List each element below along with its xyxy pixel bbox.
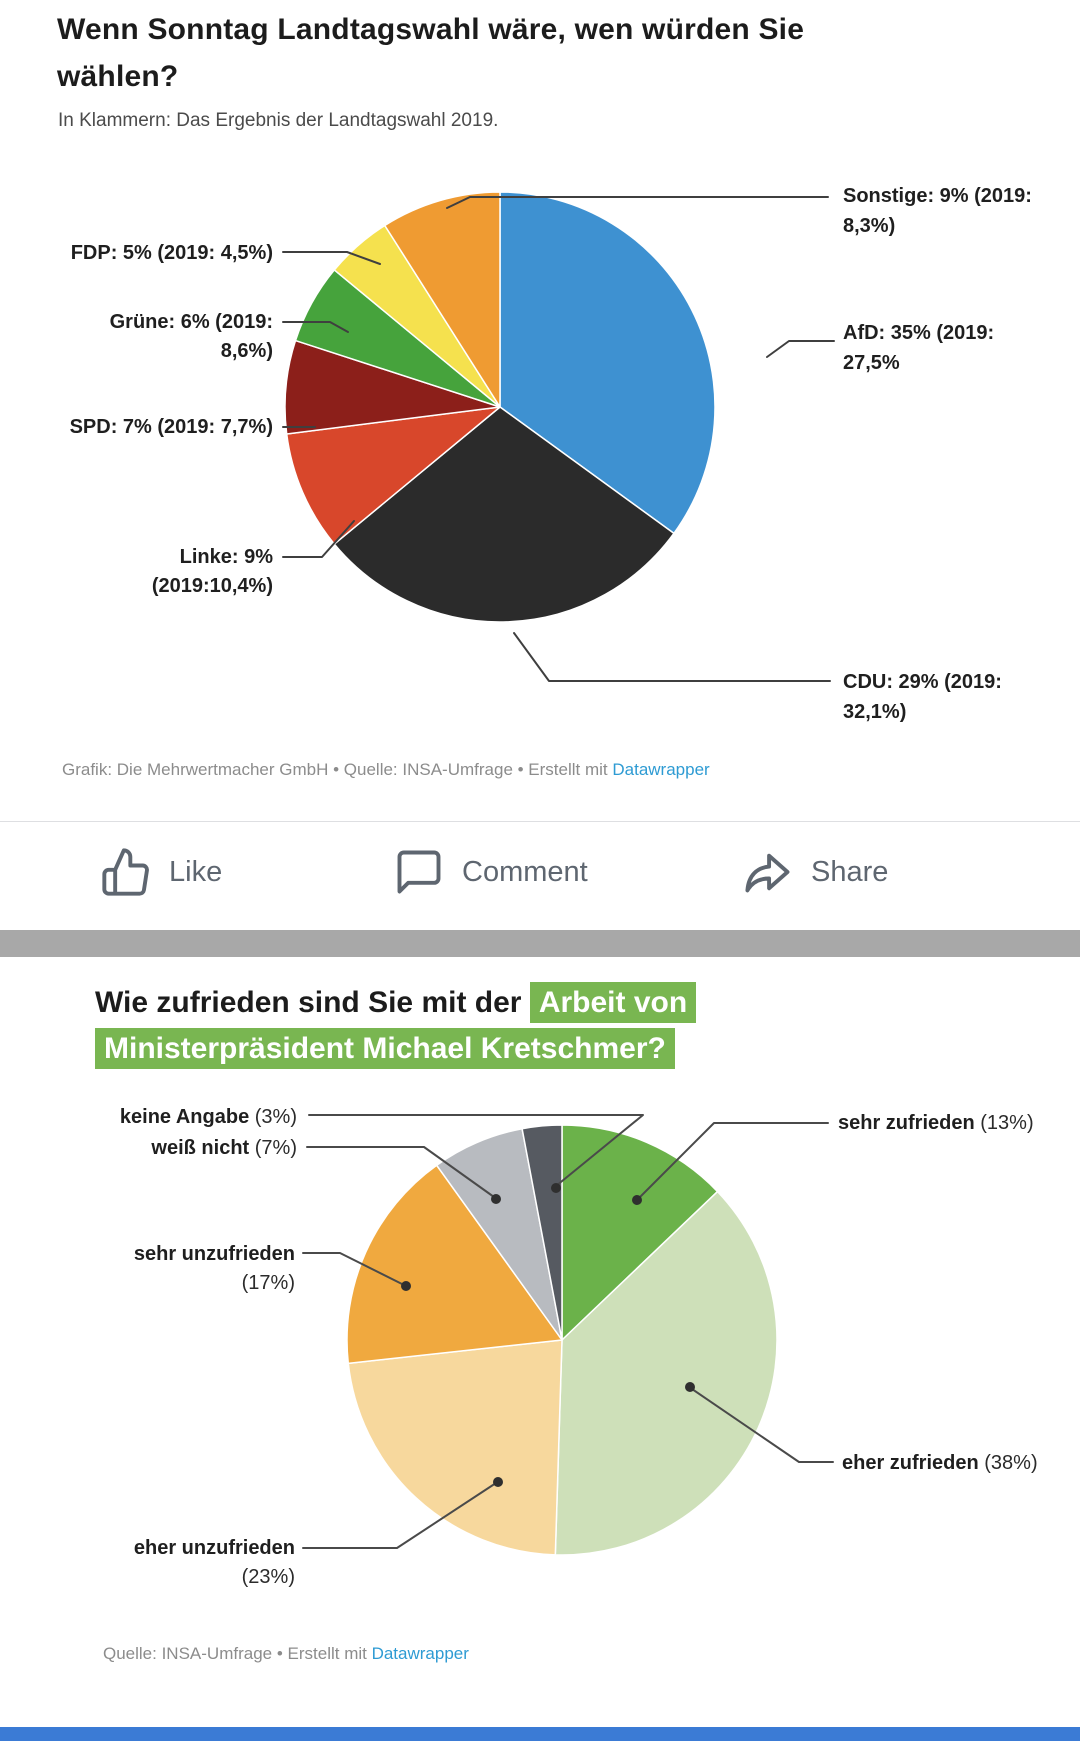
callout-linke: Linke: 9% (2019:10,4%) [151,546,273,597]
pie-slice-spd [284,339,501,435]
chart1-subtitle: In Klammern: Das Ergebnis der Landtagswa… [58,110,499,131]
chart1-attribution: Grafik: Die Mehrwertmacher GmbH • Quelle… [62,760,710,779]
leader-afd [766,340,835,358]
pie-slice-sehr-zufrieden [561,1124,719,1341]
leader-dot-eher-zufrieden [685,1382,695,1392]
comment-button[interactable]: Comment [393,840,588,904]
chart2-attribution: Quelle: INSA-Umfrage • Erstellt mit Data… [103,1644,469,1663]
leader-sehr-unzufrieden [302,1252,405,1286]
leader-eher-unzufrieden [302,1482,497,1549]
chart1-title: Wenn Sonntag Landtagswahl wäre, wen würd… [57,6,804,100]
bottom-blue-bar [0,1727,1080,1741]
chart2-title-plain: Wie zufrieden sind Sie mit der [95,986,530,1019]
pie2-leader-lines [302,1114,834,1549]
callout-keine-angabe: keine Angabe (3%) [119,1106,297,1128]
leader-eher-zufrieden [691,1388,834,1463]
callout-spd: SPD: 7% (2019: 7,7%) [69,416,273,438]
leader-dot-sehr-zufrieden [632,1195,642,1205]
comment-bubble-icon [397,850,441,894]
leader-weiss-nicht [306,1146,495,1198]
leader-dot-keine-angabe [551,1183,561,1193]
leader-gruene [282,321,349,333]
share-button[interactable]: Share [742,840,888,904]
callout-cdu: CDU: 29% (2019: 32,1%) [843,671,1002,723]
callout-sonstige: Sonstige: 9% (2019: 8,3%) [843,185,1032,237]
callout-fdp: FDP: 5% (2019: 4,5%) [70,242,273,264]
pie-slice-keine-angabe [521,1124,563,1341]
leader-linke [282,520,355,558]
pie-slice-fdp [333,224,501,408]
chart2-title: Wie zufrieden sind Sie mit der Arbeit vo… [95,980,1035,1072]
like-label: Like [169,855,223,888]
post-separator-band [0,930,1080,957]
leader-dot-weiss-nicht [491,1194,501,1204]
share-arrow-icon [745,853,790,893]
pie-slice-cdu [333,406,675,623]
pie-slice-eher-unzufrieden [347,1339,563,1556]
callout-weiss-nicht: weiß nicht (7%) [151,1137,297,1159]
leader-cdu [513,632,831,682]
datawrapper-link[interactable]: Datawrapper [612,760,710,779]
chart2-title-highlight-1: Arbeit von [529,982,697,1023]
datawrapper-link-2[interactable]: Datawrapper [371,1644,469,1663]
pie-slice-afd [499,191,716,535]
callout-eher-zufrieden: eher zufrieden (38%) [842,1452,1038,1474]
pie-slice-weiß-nicht [435,1127,563,1341]
thumbs-up-icon [102,848,149,896]
leader-dot-sehr-unzufrieden [401,1281,411,1291]
leader-sehr-zufrieden [638,1122,829,1199]
comment-label: Comment [462,855,588,888]
callout-sehr-zufrieden: sehr zufrieden (13%) [838,1112,1034,1134]
pie1-leader-lines [282,196,835,682]
pie-slice-sonstige [384,191,501,408]
leader-sonstige [446,196,829,209]
pie-slice-eher-zufrieden [554,1190,778,1556]
pie-slice-sehr-unzufrieden [346,1164,563,1365]
leader-fdp [282,251,381,265]
callout-gruene: Grüne: 6% (2019: 8,6%) [109,311,273,362]
chart1-title-line2: wählen? [57,60,179,93]
chart1-title-line1: Wenn Sonntag Landtagswahl wäre, wen würd… [57,13,805,46]
callout-eher-unzufrieden: eher unzufrieden (23%) [133,1537,295,1588]
leader-dot-eher-unzufrieden [493,1477,503,1487]
like-button[interactable]: Like [100,840,222,904]
callout-afd: AfD: 35% (2019: 27,5% [843,322,995,374]
pie-slice-linke [285,406,501,545]
action-bar-divider [0,821,1080,822]
callout-sehr-unzufrieden: sehr unzufrieden (17%) [133,1243,295,1294]
pie-chart-satisfaction [346,1124,778,1556]
pie-slice-grüne [294,269,501,408]
pie-chart-election [284,191,716,623]
leader-keine-angabe [308,1114,644,1187]
share-label: Share [811,855,889,888]
chart2-title-highlight-2: Ministerpräsident Michael Kretschmer? [95,1028,675,1069]
